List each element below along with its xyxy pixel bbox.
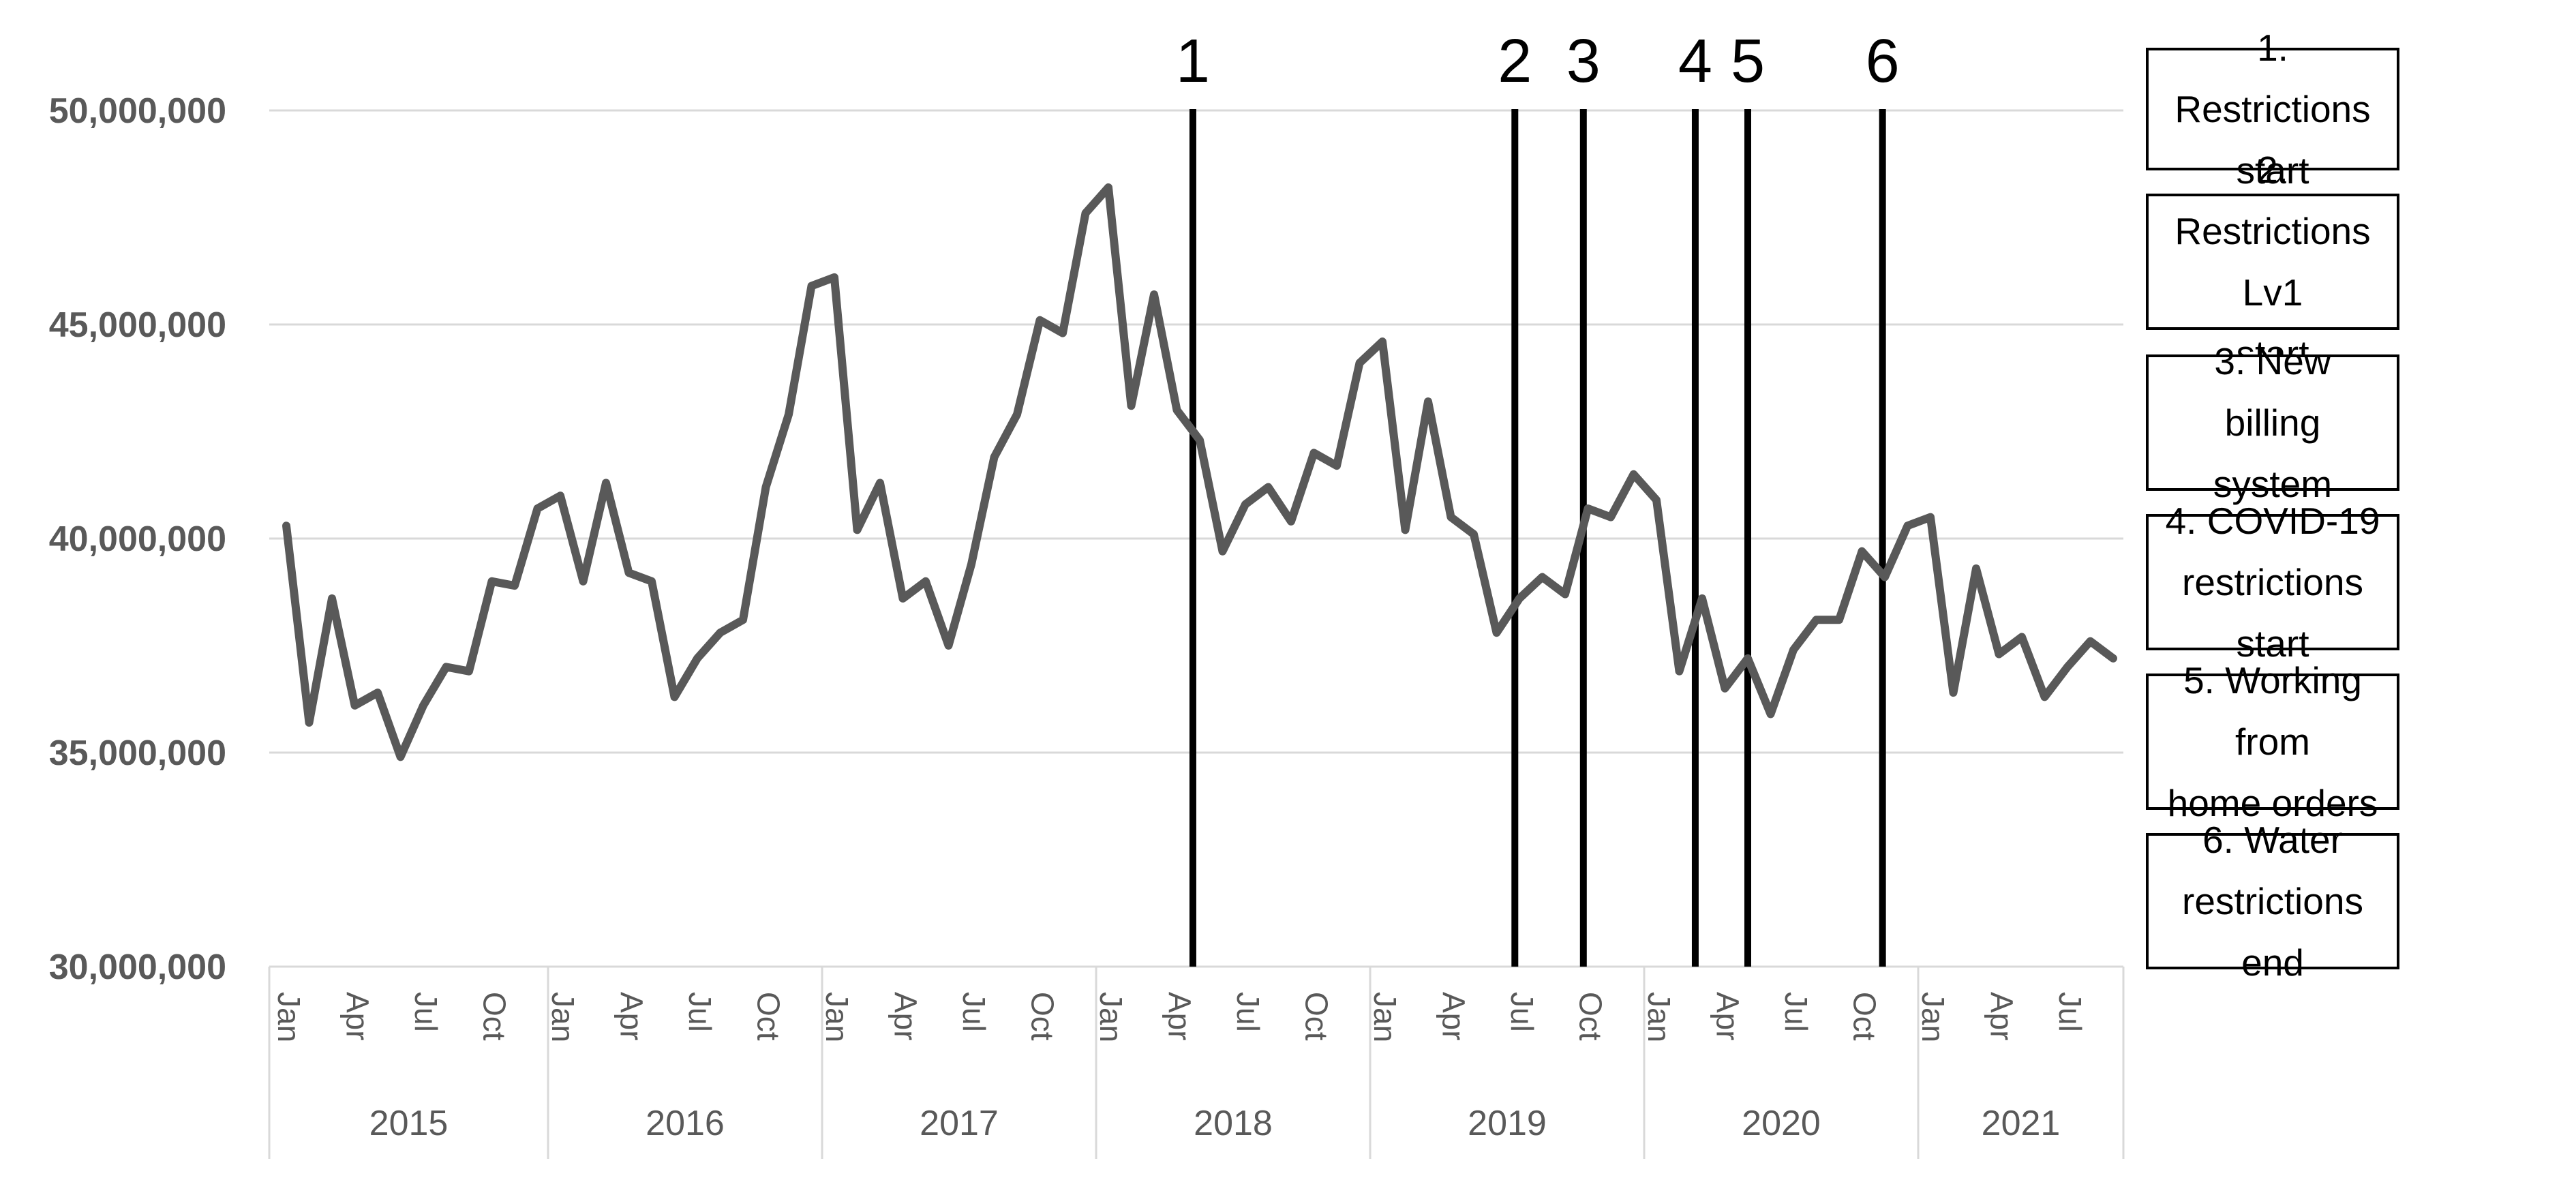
event-number: 4 bbox=[1678, 27, 1712, 95]
year-label: 2017 bbox=[920, 1104, 999, 1143]
legend-item-3: 3. New billing system bbox=[2146, 340, 2399, 505]
x-tick-label: Apr bbox=[1984, 992, 2019, 1041]
year-label: 2015 bbox=[369, 1104, 449, 1143]
y-tick-label: 30,000,000 bbox=[49, 948, 226, 987]
year-label: 2021 bbox=[1982, 1104, 2061, 1143]
event-number: 5 bbox=[1731, 27, 1765, 95]
x-tick-label: Jan bbox=[1093, 992, 1129, 1042]
gridlines bbox=[269, 109, 2123, 968]
x-tick-label: Jul bbox=[682, 992, 718, 1032]
legend-item-1-line1: 1. Restrictions bbox=[2175, 27, 2371, 130]
legend-item-5-line2: home orders bbox=[2167, 782, 2378, 824]
y-tick-label: 50,000,000 bbox=[49, 91, 226, 131]
x-tick-label: Oct bbox=[476, 992, 512, 1041]
year-label: 2019 bbox=[1468, 1104, 1547, 1143]
year-label: 2020 bbox=[1742, 1104, 1821, 1143]
x-tick-label: Jan bbox=[545, 992, 581, 1042]
legend-item-4: 4. COVID-19 restrictions start bbox=[2146, 500, 2399, 665]
event-number: 3 bbox=[1566, 27, 1601, 95]
x-tick-label: Apr bbox=[1436, 992, 1471, 1041]
x-tick-label: Oct bbox=[751, 992, 786, 1041]
y-axis: 30,000,000 35,000,000 40,000,000 45,000,000… bbox=[49, 91, 226, 987]
x-tick-label: Jul bbox=[956, 992, 992, 1032]
legend-item-4-line1: 4. COVID-19 bbox=[2165, 500, 2380, 542]
y-tick-label: 40,000,000 bbox=[49, 519, 226, 559]
x-tick-label: Jul bbox=[2052, 992, 2088, 1032]
year-label: 2018 bbox=[1194, 1104, 1273, 1143]
legend-item-5-line1: 5. Working from bbox=[2183, 659, 2362, 763]
x-tick-label: Jul bbox=[1778, 992, 1814, 1032]
x-tick-label: Apr bbox=[1710, 992, 1745, 1041]
x-tick-label: Jul bbox=[1230, 992, 1266, 1032]
x-tick-label: Jul bbox=[408, 992, 444, 1032]
x-tick-label: Apr bbox=[339, 992, 375, 1041]
y-tick-label: 35,000,000 bbox=[49, 733, 226, 773]
event-number: 2 bbox=[1498, 27, 1532, 95]
legend-item-3-line1: 3. New billing bbox=[2214, 340, 2331, 444]
x-axis: Jan Apr Jul Oct Jan Apr Jul Oct Jan Apr Jul Oct Jan A… bbox=[268, 967, 2125, 1159]
legend-item-6-line1: 6. Water bbox=[2202, 819, 2343, 861]
x-tick-label: Jan bbox=[819, 992, 855, 1042]
legend-item-5: 5. Working from home orders bbox=[2146, 659, 2399, 824]
x-tick-label: Oct bbox=[1299, 992, 1334, 1041]
x-tick-label: Jan bbox=[271, 992, 307, 1042]
legend-item-2: 2. Restrictions Lv1 start bbox=[2146, 149, 2399, 375]
legend-item-6-line2: restrictions end bbox=[2182, 880, 2363, 984]
legend-item-6: 6. Water restrictions end bbox=[2146, 819, 2399, 984]
series-path bbox=[282, 183, 2117, 761]
year-label: 2016 bbox=[646, 1104, 725, 1143]
y-tick-label: 45,000,000 bbox=[49, 305, 226, 345]
x-tick-label: Jul bbox=[1504, 992, 1540, 1032]
legend-item-3-line2: system bbox=[2213, 463, 2333, 505]
x-tick-label: Jan bbox=[1367, 992, 1403, 1042]
x-tick-label: Apr bbox=[613, 992, 649, 1041]
x-tick-label: Oct bbox=[1847, 992, 1882, 1041]
event-number: 1 bbox=[1176, 27, 1210, 95]
event-number: 6 bbox=[1866, 27, 1900, 95]
legend-item-1-line2: start bbox=[2236, 149, 2309, 192]
x-tick-label: Apr bbox=[1162, 992, 1197, 1041]
x-tick-label: Jan bbox=[1915, 992, 1951, 1042]
x-tick-label: Jan bbox=[1641, 992, 1677, 1042]
x-tick-label: Apr bbox=[888, 992, 923, 1041]
legend-item-4-line2: restrictions start bbox=[2182, 561, 2363, 665]
series-line bbox=[282, 183, 2117, 761]
legend-item-1: 1. Restrictions start bbox=[2146, 27, 2399, 192]
legend-item-2-line1: 2. Restrictions Lv1 bbox=[2175, 149, 2371, 314]
x-tick-label: Oct bbox=[1025, 992, 1060, 1041]
x-tick-label: Oct bbox=[1573, 992, 1608, 1041]
